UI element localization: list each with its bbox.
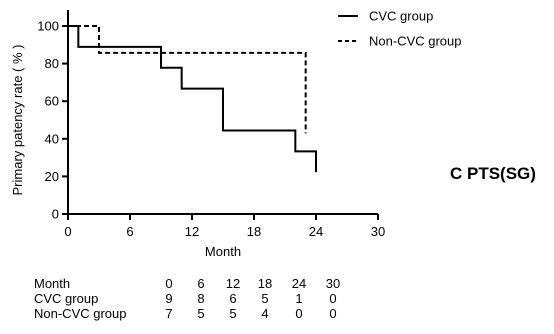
x-tick-label: 24 (309, 224, 323, 239)
y-tick-label: 80 (45, 56, 59, 71)
x-tick-label: 12 (185, 224, 199, 239)
legend-entry: CVC group (369, 9, 433, 24)
risk-table-header-cell: 18 (257, 276, 273, 291)
risk-table-cvc-cell: 9 (165, 291, 173, 306)
risk-table-non-cvc-cell: 0 (295, 306, 303, 321)
y-tick-label: 0 (52, 207, 59, 222)
risk-table-non-cvc-label: Non-CVC group (34, 306, 127, 321)
risk-table-header-cell: 6 (197, 276, 205, 291)
risk-table-header-cell: 24 (291, 276, 307, 291)
risk-table-non-cvc-cell: 4 (261, 306, 269, 321)
x-tick-label: 6 (126, 224, 133, 239)
x-tick-label: 0 (64, 224, 71, 239)
risk-table-header-label: Month (34, 276, 71, 291)
risk-table-non-cvc-cell: 7 (165, 306, 173, 321)
risk-table-header-cell: 30 (325, 276, 341, 291)
x-tick-label: 18 (247, 224, 261, 239)
risk-table-non-cvc-cell: 5 (197, 306, 205, 321)
y-tick-label: 60 (45, 94, 59, 109)
y-tick-label: 100 (37, 19, 59, 34)
x-axis-label: Month (205, 244, 241, 259)
risk-table-non-cvc-cell: 5 (229, 306, 237, 321)
risk-table-header-cell: 0 (165, 276, 173, 291)
x-tick-label: 30 (371, 224, 385, 239)
risk-table-cvc-cell: 5 (261, 291, 269, 306)
series-layer (68, 25, 317, 173)
y-tick-label: 40 (45, 131, 59, 146)
series-line-cvc (68, 25, 317, 173)
series-line-non-cvc (68, 25, 307, 134)
risk-table-cvc-cell: 1 (295, 291, 303, 306)
y-axis-label: Primary patency rate ( % ) (10, 45, 25, 196)
risk-table-cvc-label: CVC group (34, 291, 99, 306)
legend: CVC group Non-CVC group (338, 9, 462, 49)
axes: 0 20 40 60 80 100 0 6 12 18 24 30 Month Primary paten… (10, 10, 385, 259)
risk-table-cvc-cell: 8 (197, 291, 205, 306)
panel-label: C PTS(SG) (450, 164, 536, 183)
y-tick-label: 20 (45, 169, 59, 184)
risk-table-header-cell: 12 (225, 276, 241, 291)
risk-table-non-cvc-cell: 0 (329, 306, 337, 321)
risk-table-cvc-cell: 6 (229, 291, 237, 306)
legend-entry: Non-CVC group (369, 34, 462, 49)
risk-table-cvc-cell: 0 (329, 291, 337, 306)
